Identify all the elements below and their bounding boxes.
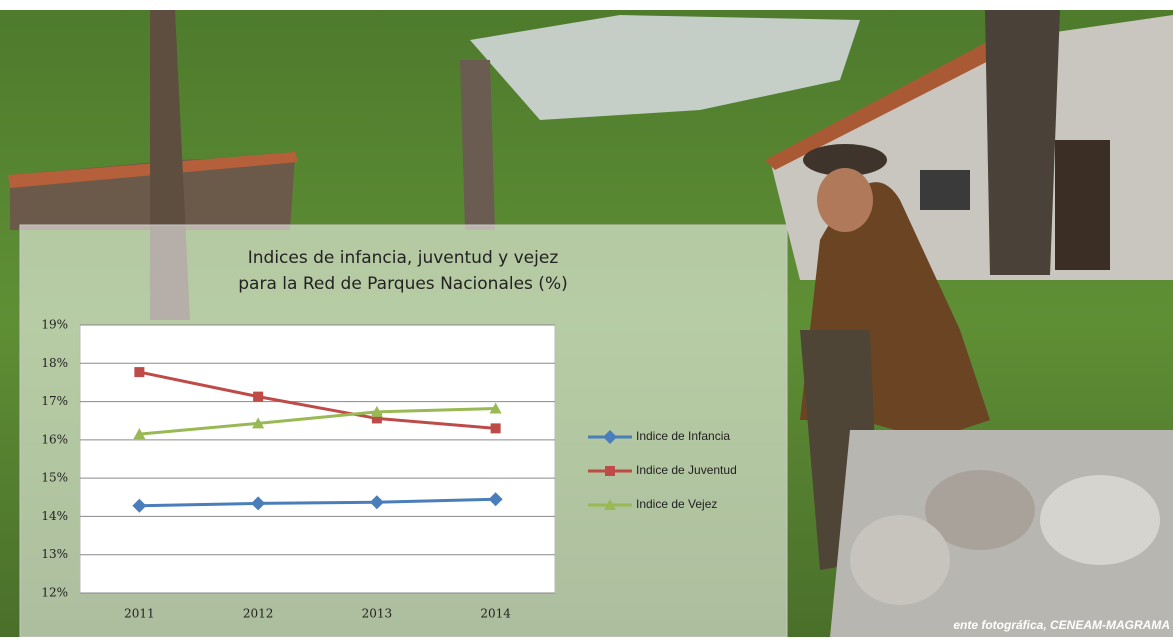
y-tick-label: 12%	[41, 586, 68, 600]
legend-label: Indice de Vejez	[636, 497, 717, 511]
y-tick-label: 17%	[41, 394, 68, 408]
y-tick-label: 14%	[41, 509, 68, 523]
legend-label: Indice de Juventud	[636, 463, 737, 477]
x-tick-label: 2013	[362, 607, 393, 621]
y-tick-label: 16%	[41, 432, 68, 446]
x-tick-label: 2014	[480, 607, 511, 621]
y-tick-label: 19%	[41, 318, 68, 332]
chart-title: Indices de infancia, juventud y vejez	[248, 248, 559, 268]
y-tick-label: 15%	[41, 471, 68, 485]
data-point	[253, 392, 263, 402]
y-tick-label: 18%	[41, 356, 68, 370]
x-tick-label: 2011	[124, 607, 155, 621]
data-point	[491, 423, 501, 433]
screen: Indices de infancia, juventud y vejez pa…	[0, 0, 1173, 637]
x-tick-label: 2012	[243, 607, 274, 621]
page: Indices de infancia, juventud y vejez pa…	[0, 0, 1173, 637]
chart-title: para la Red de Parques Nacionales (%)	[238, 274, 567, 294]
photo-credit: ente fotográfica, CENEAM-MAGRAMA	[953, 618, 1170, 632]
legend-marker	[605, 466, 615, 476]
data-point	[134, 367, 144, 377]
legend-label: Indice de Infancia	[636, 429, 730, 443]
plot-area	[80, 325, 555, 593]
y-tick-label: 13%	[41, 547, 68, 561]
